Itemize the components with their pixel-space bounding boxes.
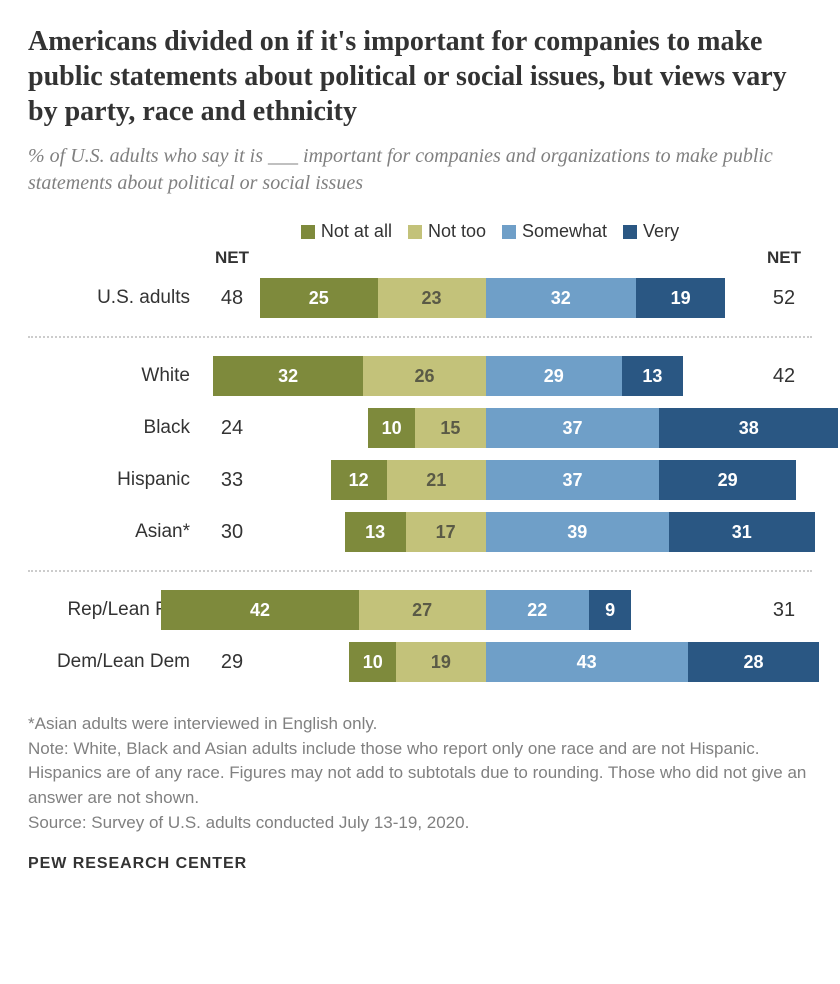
chart-row: Rep/Lean Rep69422722931 xyxy=(28,584,812,636)
bar-container: 13173931 xyxy=(345,512,815,552)
bar-container: 10194328 xyxy=(349,642,819,682)
group-divider xyxy=(28,570,812,572)
bar-segment: 42 xyxy=(161,590,358,630)
bar-segment: 38 xyxy=(659,408,838,448)
legend-swatch xyxy=(502,225,516,239)
bar-segment: 28 xyxy=(688,642,820,682)
legend-item: Not at all xyxy=(301,221,392,242)
bar-area: 10194328 xyxy=(260,642,756,682)
bar-segment: 13 xyxy=(345,512,406,552)
bar-segment: 43 xyxy=(486,642,688,682)
row-net-left: 24 xyxy=(204,417,260,440)
bar-segment: 31 xyxy=(669,512,815,552)
row-net-right: 31 xyxy=(756,599,812,622)
row-label: Hispanic xyxy=(28,469,204,491)
bar-segment: 23 xyxy=(378,278,486,318)
bar-segment: 21 xyxy=(387,460,486,500)
legend-label: Not too xyxy=(428,221,486,242)
legend-label: Not at all xyxy=(321,221,392,242)
bar-segment: 22 xyxy=(486,590,589,630)
footnote-line: *Asian adults were interviewed in Englis… xyxy=(28,712,812,737)
bar-segment: 15 xyxy=(415,408,486,448)
bar-container: 25233219 xyxy=(260,278,725,318)
bar-segment: 29 xyxy=(486,356,622,396)
bar-segment: 32 xyxy=(486,278,636,318)
row-net-left: 30 xyxy=(204,521,260,544)
row-net-right: 52 xyxy=(756,287,812,310)
footnotes: *Asian adults were interviewed in Englis… xyxy=(28,712,812,835)
chart-row: White583226291342 xyxy=(28,350,812,402)
chart-row: Hispanic331221372966 xyxy=(28,454,812,506)
bar-area: 12213729 xyxy=(260,460,756,500)
net-header-left: NET xyxy=(204,248,260,268)
bar-segment: 12 xyxy=(331,460,387,500)
bar-segment: 27 xyxy=(359,590,486,630)
bar-segment: 37 xyxy=(486,408,660,448)
bar-segment: 26 xyxy=(363,356,485,396)
chart-row: Dem/Lean Dem291019432871 xyxy=(28,636,812,688)
bar-container: 32262913 xyxy=(213,356,683,396)
bar-area: 25233219 xyxy=(260,278,756,318)
row-net-left: 33 xyxy=(204,469,260,492)
row-net-right: 42 xyxy=(756,365,812,388)
legend-label: Very xyxy=(643,221,679,242)
row-label: U.S. adults xyxy=(28,287,204,309)
chart-body: U.S. adults482523321952White583226291342… xyxy=(28,272,812,688)
chart-row: U.S. adults4825233219 52 xyxy=(28,272,812,324)
bar-segment: 32 xyxy=(213,356,363,396)
legend-item: Not too xyxy=(408,221,486,242)
legend: Not at all Not too Somewhat Very xyxy=(28,221,812,242)
group-divider xyxy=(28,336,812,338)
legend-swatch xyxy=(301,225,315,239)
chart-title: Americans divided on if it's important f… xyxy=(28,24,812,129)
bar-area: 13173931 xyxy=(260,512,756,552)
row-label: Dem/Lean Dem xyxy=(28,651,204,673)
bar-segment: 17 xyxy=(406,512,486,552)
row-label: Black xyxy=(28,417,204,439)
net-headers: NET NET xyxy=(28,248,812,268)
attribution: PEW RESEARCH CENTER xyxy=(28,855,812,873)
legend-label: Somewhat xyxy=(522,221,607,242)
chart-row: Asian*301317393170 xyxy=(28,506,812,558)
legend-item: Somewhat xyxy=(502,221,607,242)
bar-container: 4227229 xyxy=(161,590,631,630)
bar-area: 4227229 xyxy=(260,590,756,630)
bar-segment: 25 xyxy=(260,278,378,318)
net-header-right: NET xyxy=(756,248,812,268)
bar-segment: 37 xyxy=(486,460,660,500)
bar-container: 10153738 xyxy=(368,408,838,448)
row-label: Asian* xyxy=(28,521,204,543)
bar-segment: 10 xyxy=(368,408,415,448)
chart-subtitle: % of U.S. adults who say it is ___ impor… xyxy=(28,143,812,197)
footnote-line: Note: White, Black and Asian adults incl… xyxy=(28,737,812,811)
row-label: White xyxy=(28,365,204,387)
row-net-left: 48 xyxy=(204,287,260,310)
bar-segment: 19 xyxy=(396,642,485,682)
bar-segment: 10 xyxy=(349,642,396,682)
bar-container: 12213729 xyxy=(331,460,796,500)
legend-item: Very xyxy=(623,221,679,242)
bar-segment: 13 xyxy=(622,356,683,396)
bar-area: 32262913 xyxy=(260,356,756,396)
bar-area: 10153738 xyxy=(260,408,756,448)
legend-swatch xyxy=(623,225,637,239)
bar-segment: 9 xyxy=(589,590,631,630)
footnote-line: Source: Survey of U.S. adults conducted … xyxy=(28,811,812,836)
chart-row: Black241015373875 xyxy=(28,402,812,454)
bar-segment: 19 xyxy=(636,278,725,318)
bar-segment: 39 xyxy=(486,512,669,552)
bar-segment: 29 xyxy=(659,460,795,500)
legend-swatch xyxy=(408,225,422,239)
row-net-left: 29 xyxy=(204,651,260,674)
